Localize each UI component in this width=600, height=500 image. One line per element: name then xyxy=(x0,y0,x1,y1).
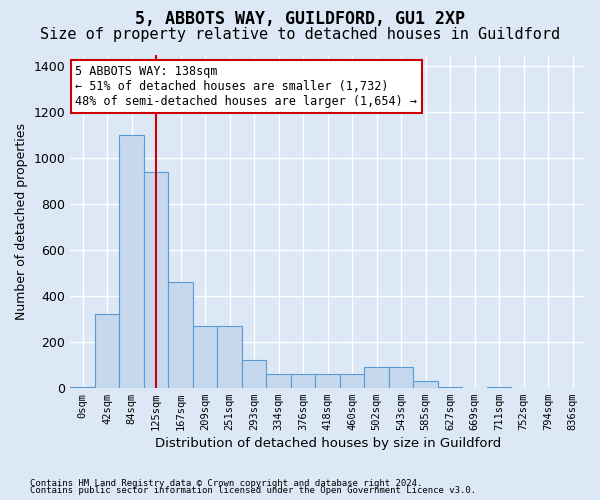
Bar xyxy=(438,386,463,388)
Text: Contains public sector information licensed under the Open Government Licence v3: Contains public sector information licen… xyxy=(30,486,476,495)
Text: Size of property relative to detached houses in Guildford: Size of property relative to detached ho… xyxy=(40,28,560,42)
Bar xyxy=(364,367,389,388)
Y-axis label: Number of detached properties: Number of detached properties xyxy=(15,123,28,320)
X-axis label: Distribution of detached houses by size in Guildford: Distribution of detached houses by size … xyxy=(155,437,501,450)
Bar xyxy=(193,326,217,388)
Text: Contains HM Land Registry data © Crown copyright and database right 2024.: Contains HM Land Registry data © Crown c… xyxy=(30,478,422,488)
Bar xyxy=(217,326,242,388)
Bar xyxy=(266,374,291,388)
Bar xyxy=(413,381,438,388)
Bar xyxy=(169,282,193,388)
Bar xyxy=(291,374,316,388)
Bar xyxy=(242,360,266,388)
Bar xyxy=(316,374,340,388)
Bar xyxy=(70,386,95,388)
Text: 5 ABBOTS WAY: 138sqm
← 51% of detached houses are smaller (1,732)
48% of semi-de: 5 ABBOTS WAY: 138sqm ← 51% of detached h… xyxy=(76,65,418,108)
Text: 5, ABBOTS WAY, GUILDFORD, GU1 2XP: 5, ABBOTS WAY, GUILDFORD, GU1 2XP xyxy=(135,10,465,28)
Bar xyxy=(487,386,511,388)
Bar xyxy=(340,374,364,388)
Bar xyxy=(144,172,169,388)
Bar xyxy=(389,367,413,388)
Bar xyxy=(119,136,144,388)
Bar xyxy=(95,314,119,388)
